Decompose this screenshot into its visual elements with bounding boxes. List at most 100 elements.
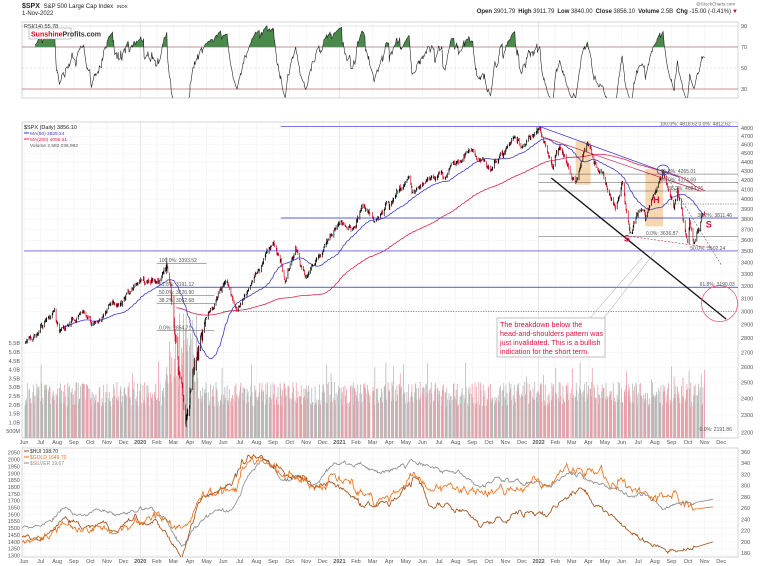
quote-high-value: 3911.79 <box>533 9 555 15</box>
fib-label: 0.0%: 3636.87 <box>646 231 678 237</box>
x-tick-label: Nov <box>102 559 112 565</box>
price-candles <box>24 125 705 428</box>
y-tick-gold: 1600 <box>8 512 20 518</box>
axes: Jun Jun Jul Jul Aug Aug Sep Sep Oct Oct Nov Nov Dec D… <box>6 24 753 565</box>
y-tick-price: 3300 <box>741 272 753 278</box>
y-tick-hui: 200 <box>741 540 750 546</box>
x-tick-label: Apr <box>186 440 195 446</box>
y-tick-gold: 1400 <box>8 540 20 546</box>
y-tick-gold: 1750 <box>8 492 20 498</box>
y-tick-hui: 240 <box>741 517 750 523</box>
x-tick-label: Oct <box>285 440 294 446</box>
fib-label: 61.8%: 3191.12 <box>159 282 194 288</box>
y-tick-volume: 1.5B <box>9 412 21 418</box>
y-tick-gold: 1650 <box>8 506 20 512</box>
y-tick-price: 4600 <box>741 143 753 149</box>
y-tick-volume: 4.5B <box>9 359 21 365</box>
rsi-series <box>34 24 705 98</box>
x-tick-label: Mar <box>567 559 577 565</box>
pattern-zone <box>575 141 591 185</box>
x-tick-label: Jun <box>20 559 29 565</box>
x-tick-label: Nov <box>301 559 311 565</box>
target-circle <box>701 285 738 322</box>
legend-volume: Volume 2,582,036,992 <box>30 143 78 149</box>
x-tick-label: Jun <box>418 559 427 565</box>
x-tick-label: Sep <box>69 559 79 565</box>
annotation-frame <box>496 317 606 358</box>
fib-label: 61.8%: 3190.03 <box>700 282 735 288</box>
y-tick-price: 3400 <box>741 260 753 266</box>
y-tick-gold: 1900 <box>8 471 20 477</box>
y-tick-hui: 220 <box>741 529 750 535</box>
x-tick-label: Jul <box>435 440 442 446</box>
x-tick-label: 2021 <box>333 440 345 446</box>
x-tick-label: Dec <box>716 559 726 565</box>
rsi-tick: 30 <box>741 87 747 93</box>
quote-chg-label: Chg <box>676 9 688 15</box>
x-tick-label: Apr <box>385 440 394 446</box>
x-tick-label: Aug <box>451 559 461 565</box>
rsi-panel <box>21 21 739 99</box>
logo-part1: Sunshine <box>31 32 63 39</box>
x-tick-label: Jul <box>635 559 642 565</box>
x-tick-label: Sep <box>268 559 278 565</box>
y-tick-gold: 1300 <box>8 553 20 559</box>
x-tick-label: Apr <box>186 559 195 565</box>
x-tick-label: Dec <box>716 440 726 446</box>
x-tick-label: 2021 <box>333 559 345 565</box>
rsi-tick: 50 <box>741 66 747 72</box>
fib-label: 50.0%: 3502.24 <box>690 246 725 252</box>
y-tick-price: 3200 <box>741 284 753 290</box>
x-tick-label: Jul <box>37 440 44 446</box>
quote-close-label: Close <box>596 9 613 15</box>
x-tick-label: Nov <box>301 440 311 446</box>
y-tick-gold: 1350 <box>8 547 20 553</box>
legend-hui: $HUI 198.70 <box>30 449 58 455</box>
x-tick-label: May <box>201 440 212 446</box>
x-tick-label: Sep <box>667 559 677 565</box>
annotation-line: The breakdown below the <box>500 320 582 329</box>
legend-ma200: MA(200) 4095.51 <box>30 137 67 143</box>
y-tick-hui: 320 <box>741 472 750 478</box>
x-tick-label: Apr <box>584 440 593 446</box>
x-tick-label: Mar <box>169 440 179 446</box>
quote-volume-value: 2.5B <box>661 9 673 15</box>
x-tick-label: Mar <box>368 440 378 446</box>
top-circle <box>656 164 670 176</box>
x-tick-label: May <box>201 559 212 565</box>
fib-label: 50.0%: 4174.69 <box>661 177 696 183</box>
x-tick-label: Oct <box>684 559 693 565</box>
y-tick-price: 4400 <box>741 160 753 166</box>
legend-gold: $GOLD 1649.70 <box>30 455 67 461</box>
copyright: @StockCharts.com <box>696 2 735 7</box>
x-tick-label: Jun <box>219 559 228 565</box>
trendline <box>540 135 702 192</box>
quote-chg-value: -15.00 (-0.41%) <box>689 9 731 15</box>
logo-text: SunshineProfits.com <box>31 32 101 39</box>
x-tick-label: Sep <box>467 559 477 565</box>
symbol-name: S&P 500 Large Cap Index <box>44 4 114 10</box>
y-tick-price: 2500 <box>741 380 753 386</box>
pattern-label-h: H <box>653 195 660 205</box>
symbol: $SPX <box>22 3 40 10</box>
y-tick-gold: 1500 <box>8 526 20 532</box>
x-tick-label: Feb <box>152 440 161 446</box>
quote-line: Open 3901.79 High 3911.79 Low 3840.00 Close 385… <box>477 9 738 15</box>
y-tick-price: 4000 <box>741 197 753 203</box>
x-tick-label: Feb <box>550 440 559 446</box>
quote-volume-label: Volume <box>638 9 660 15</box>
x-tick-label: Aug <box>52 559 62 565</box>
quote-open-value: 3901.79 <box>494 9 516 15</box>
annotation-line: head-and-shoulders pattern was <box>500 329 603 338</box>
x-tick-label: 2020 <box>134 440 146 446</box>
x-tick-label: May <box>401 440 412 446</box>
y-tick-price: 2300 <box>741 413 753 419</box>
y-tick-price: 2600 <box>741 365 753 371</box>
quote-low-label: Low <box>557 9 569 15</box>
x-tick-label: 2022 <box>532 440 544 446</box>
x-tick-label: Nov <box>700 559 710 565</box>
legend-ma50: MA(50) 3825.24 <box>30 131 65 137</box>
rsi-tick: 90 <box>741 24 747 30</box>
x-tick-label: Oct <box>86 440 95 446</box>
y-tick-gold: 1450 <box>8 533 20 539</box>
